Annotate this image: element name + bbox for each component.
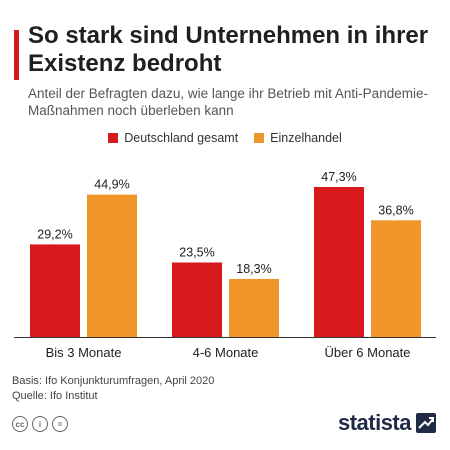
category-label-1: 4-6 Monate — [193, 345, 259, 360]
title-accent-bar — [14, 30, 19, 80]
legend-label-einzelhandel: Einzelhandel — [270, 131, 342, 145]
data-label-einzelhandel-2: 36,8% — [378, 203, 413, 217]
bar-deutschland-0 — [30, 244, 80, 337]
statista-logo[interactable]: statista — [338, 410, 436, 436]
logo-text: statista — [337, 410, 412, 435]
data-label-deutschland-0: 29,2% — [37, 227, 72, 241]
data-label-einzelhandel-1: 18,3% — [236, 262, 271, 276]
legend: Deutschland gesamt Einzelhandel — [0, 131, 450, 145]
license-icons: cc i = — [12, 416, 68, 432]
no-derivatives-icon[interactable]: = — [52, 416, 68, 432]
footnote-source: Quelle: Ifo Institut — [12, 390, 98, 402]
legend-item-einzelhandel: Einzelhandel — [254, 131, 342, 145]
legend-item-deutschland: Deutschland gesamt — [108, 131, 238, 145]
data-label-deutschland-2: 47,3% — [321, 170, 356, 184]
cc-license-icon[interactable]: cc — [12, 416, 28, 432]
legend-swatch-einzelhandel — [254, 133, 265, 143]
footnote-basis: Basis: Ifo Konjunkturumfragen, April 202… — [12, 375, 215, 387]
attribution-icon[interactable]: i — [32, 416, 48, 432]
chart-subtitle: Anteil der Befragten dazu, wie lange ihr… — [28, 86, 428, 118]
bar-deutschland-2 — [314, 187, 364, 337]
bar-deutschland-1 — [172, 262, 222, 337]
category-label-2: Über 6 Monate — [325, 345, 411, 360]
category-label-0: Bis 3 Monate — [46, 345, 122, 360]
bar-einzelhandel-2 — [371, 220, 421, 337]
data-label-deutschland-1: 23,5% — [179, 245, 214, 259]
legend-label-deutschland: Deutschland gesamt — [124, 131, 239, 145]
legend-swatch-deutschland — [108, 133, 119, 143]
data-label-einzelhandel-0: 44,9% — [94, 178, 129, 192]
chart-title: So stark sind Unternehmen in ihrer Exist… — [28, 22, 429, 77]
bar-einzelhandel-0 — [87, 194, 137, 337]
bar-einzelhandel-1 — [229, 278, 279, 337]
logo-mark-icon — [416, 413, 436, 433]
